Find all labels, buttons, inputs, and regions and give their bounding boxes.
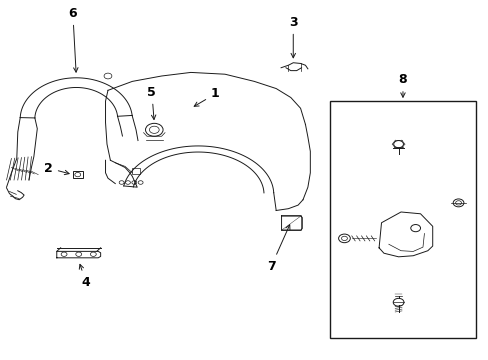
Bar bbox=[73, 171, 82, 178]
Text: 4: 4 bbox=[79, 264, 90, 289]
Text: 6: 6 bbox=[68, 7, 78, 72]
Bar bbox=[329, 101, 475, 338]
Text: 2: 2 bbox=[44, 162, 69, 175]
Text: 8: 8 bbox=[398, 73, 407, 97]
Text: 3: 3 bbox=[288, 16, 297, 58]
Text: 7: 7 bbox=[266, 225, 289, 273]
Text: 5: 5 bbox=[147, 86, 156, 120]
Bar bbox=[132, 168, 140, 174]
Text: 1: 1 bbox=[194, 87, 219, 106]
